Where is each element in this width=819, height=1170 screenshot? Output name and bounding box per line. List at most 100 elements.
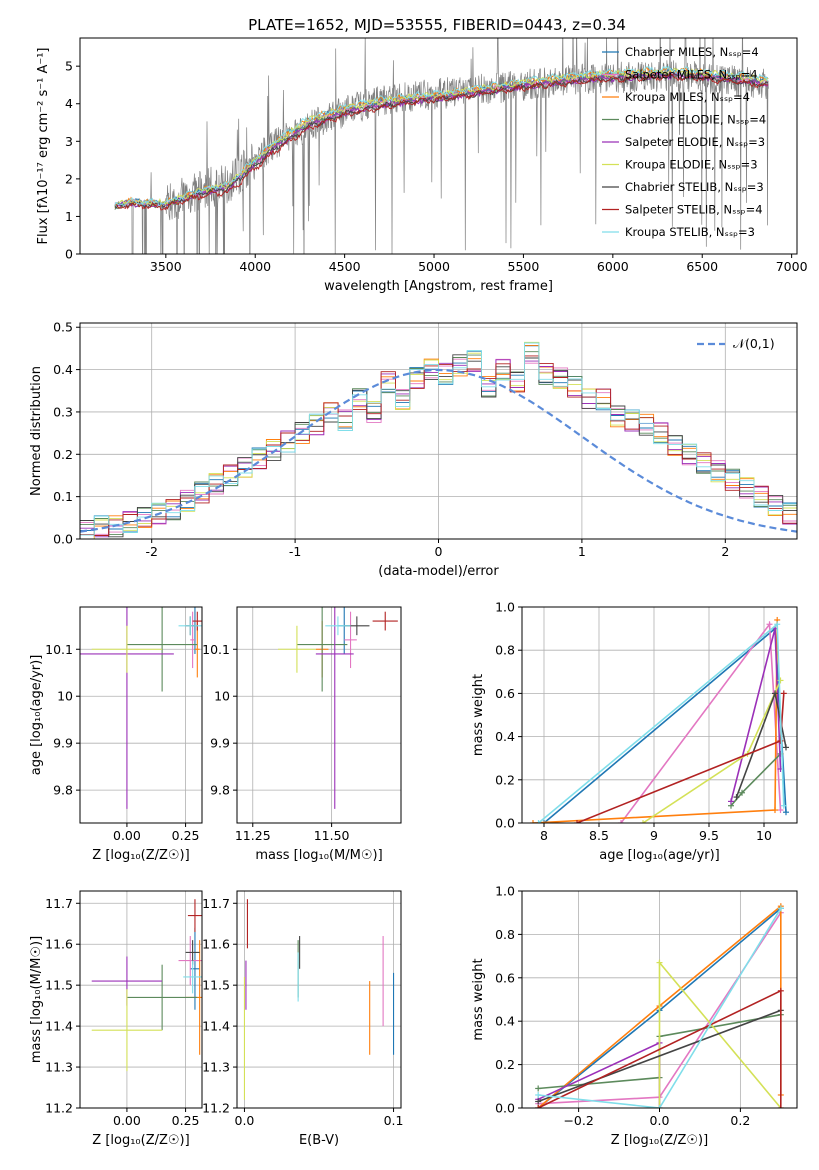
y-tick-label: 0.1 — [53, 489, 73, 504]
error-bar-point — [126, 964, 198, 1031]
observed-spectrum-line — [114, 38, 769, 254]
y-tick-label: 0.2 — [495, 772, 515, 787]
y-axis-label: Flux [fλ10⁻¹⁷ erg cm⁻² s⁻¹ A⁻¹] — [36, 48, 51, 245]
model-spectrum-line — [114, 67, 769, 208]
x-axis-label: wavelength [Angstrom, rest frame] — [324, 279, 553, 294]
x-tick-label: 10 — [756, 828, 772, 843]
x-tick-label: 11.50 — [314, 828, 350, 843]
axes-frame — [236, 890, 402, 1109]
y-tick-label: 0.8 — [495, 927, 515, 942]
legend-entry: Kroupa STELIB, Nₛₛₚ=3 — [625, 225, 755, 239]
model-spectrum-line — [114, 73, 769, 211]
x-tick-label: 0.00 — [113, 828, 141, 843]
x-tick-label: 9 — [650, 828, 658, 843]
panel-age-vs-mass: 11.25 11.50 9.8 9.9 10 10.1 mass [log₁₀(M/M☉)] — [202, 606, 402, 863]
legend-entry: Salpeter ELODIE, Nₛₛₚ=3 — [625, 135, 765, 149]
y-tick-label: 0.2 — [53, 447, 73, 462]
x-tick-label: 0.2 — [730, 1113, 750, 1128]
y-tick-label: 9.8 — [210, 783, 230, 798]
panel-weight-vs-Z: −0.2 0.0 0.2 0.0 0.2 0.4 0.6 0.8 1.0 Z [log₁₀(Z/Z… — [471, 884, 798, 1148]
y-tick-label: 10 — [214, 689, 230, 704]
x-tick-label: 0.00 — [113, 1113, 141, 1128]
y-tick-label: 0.4 — [495, 1014, 515, 1029]
error-bar-point — [178, 616, 202, 636]
x-tick-label: 0.0 — [650, 1113, 670, 1128]
x-tick-label: 0.25 — [172, 828, 200, 843]
error-bar-point — [344, 611, 357, 669]
axes-frame — [79, 606, 203, 824]
error-bar-point — [183, 960, 202, 994]
plot-area-weight-vs-age — [530, 616, 789, 823]
weight-line — [538, 907, 782, 1108]
error-bar-point — [192, 611, 202, 631]
legend-entry: Salpeter MILES, Nₛₛₚ=4 — [625, 68, 758, 82]
y-tick-label: 11.4 — [202, 1019, 230, 1034]
x-axis-label: Z [log₁₀(Z/Z☉)] — [92, 848, 189, 863]
y-tick-label: 11.6 — [202, 937, 230, 952]
residuals-legend: 𝒩(0,1) — [697, 336, 775, 351]
panel-mass-vs-Z: 0.00 0.25 11.2 11.3 11.4 11.5 11.6 11.7 Z [log₁₀… — [29, 890, 203, 1148]
x-tick-label: 3500 — [150, 259, 182, 274]
plot-area-residuals — [80, 341, 797, 539]
plot-area-mass-vs-Z — [91, 899, 202, 1072]
panel-spectrum: Chabrier MILES, Nₛₛₚ=4 Salpeter MILES, Nₛ… — [36, 37, 808, 294]
y-axis-label: mass weight — [471, 674, 486, 756]
y-tick-label: 11.4 — [45, 1019, 73, 1034]
y-axis-label: mass [log₁₀(M/M☉)] — [29, 936, 44, 1063]
x-tick-label: 5500 — [508, 259, 540, 274]
y-tick-label: 11.7 — [45, 896, 73, 911]
y-tick-label: 3 — [65, 134, 73, 149]
legend-entry: Chabrier MILES, Nₛₛₚ=4 — [625, 45, 759, 59]
weight-line — [537, 1009, 782, 1103]
y-tick-label: 1 — [65, 209, 73, 224]
axes-frame — [236, 606, 402, 824]
axes-frame — [79, 37, 798, 255]
x-tick-label: 8.5 — [589, 828, 609, 843]
y-tick-label: 10 — [57, 689, 73, 704]
y-tick-label: 0 — [65, 247, 73, 262]
y-tick-label: 0.8 — [495, 643, 515, 658]
legend-entry: Kroupa MILES, Nₛₛₚ=4 — [625, 90, 750, 104]
y-tick-label: 11.2 — [45, 1101, 73, 1116]
axes-frame — [79, 890, 203, 1109]
figure-title: PLATE=1652, MJD=53555, FIBERID=0443, z=0… — [248, 16, 626, 34]
error-bar-point — [187, 899, 202, 932]
x-tick-label: 8 — [540, 828, 548, 843]
x-axis-label: mass [log₁₀(M/M☉)] — [255, 848, 382, 863]
y-tick-label: 0.0 — [495, 1101, 515, 1116]
x-tick-label: -2 — [145, 544, 157, 559]
plot-area-mass-vs-ebv — [243, 899, 395, 1100]
x-tick-label: 4000 — [239, 259, 271, 274]
x-tick-label: 1 — [578, 544, 586, 559]
x-tick-label: 0.25 — [172, 1113, 200, 1128]
x-tick-label: −0.2 — [563, 1113, 593, 1128]
y-tick-label: 11.3 — [202, 1060, 230, 1075]
x-tick-label: 4500 — [329, 259, 361, 274]
y-tick-label: 0.4 — [495, 729, 515, 744]
panel-weight-vs-age: 8 8.5 9 9.5 10 0.0 0.2 0.4 0.6 0.8 1.0 age [log₁₀(a… — [471, 600, 798, 863]
y-axis-label: Normed distribution — [29, 366, 44, 496]
panel-age-vs-Z: 0.00 0.25 9.8 9.9 10 10.1 Z [log₁₀(Z/Z☉)] age [… — [29, 606, 203, 863]
x-tick-label: 9.5 — [699, 828, 719, 843]
y-tick-label: 0.6 — [495, 970, 515, 985]
y-tick-label: 9.9 — [53, 736, 73, 751]
y-tick-label: 0.0 — [495, 816, 515, 831]
error-bar-point — [296, 607, 348, 692]
y-tick-label: 11.3 — [45, 1060, 73, 1075]
histogram-step-line — [80, 342, 797, 536]
charts: Chabrier MILES, Nₛₛₚ=4 Salpeter MILES, Nₛ… — [29, 37, 808, 1148]
x-tick-label: 6500 — [686, 259, 718, 274]
model-spectrum-line — [114, 65, 769, 207]
plot-area-age-vs-Z — [80, 607, 202, 809]
error-bar-point — [91, 989, 163, 1072]
y-tick-label: 5 — [65, 59, 73, 74]
error-bar-point — [372, 611, 398, 631]
x-tick-label: 0.0 — [235, 1113, 255, 1128]
y-tick-label: 0.5 — [53, 320, 73, 335]
x-axis-label: E(B-V) — [299, 1133, 339, 1148]
legend-entry: Kroupa ELODIE, Nₛₛₚ=3 — [625, 158, 758, 172]
x-axis-label: Z [log₁₀(Z/Z☉)] — [92, 1133, 189, 1148]
error-bar-point — [190, 927, 200, 1010]
x-tick-label: 2 — [721, 544, 729, 559]
